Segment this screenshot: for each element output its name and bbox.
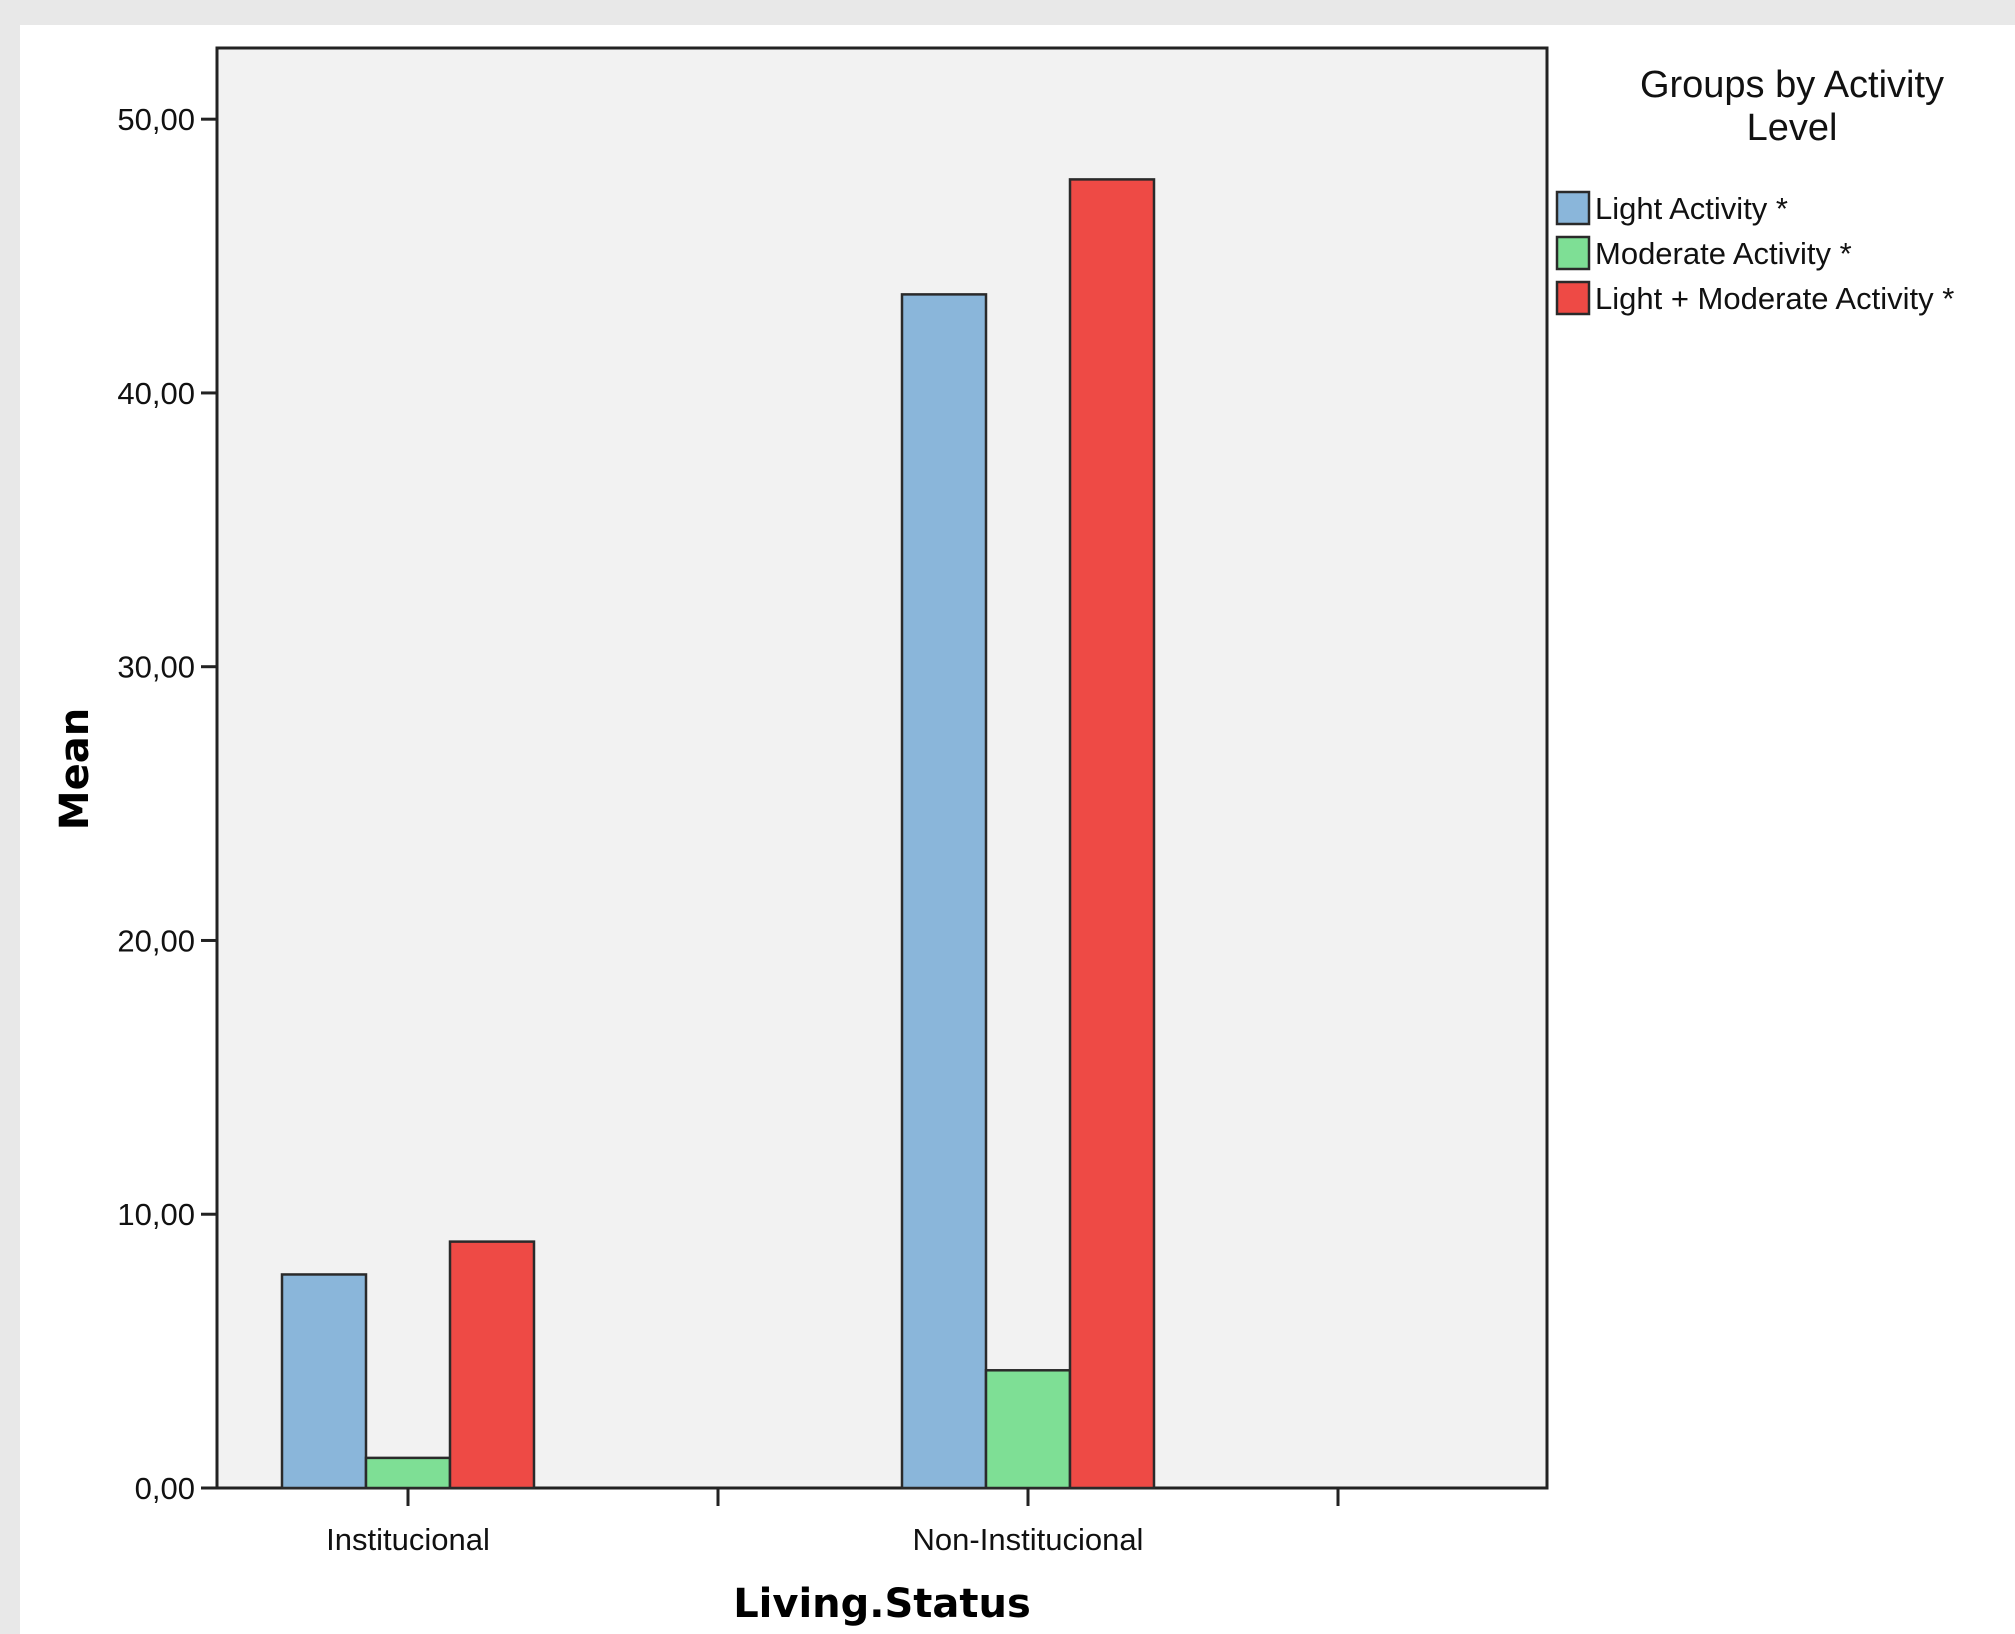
y-tick-label: 0,00 — [135, 1471, 195, 1506]
y-tick-label: 40,00 — [117, 376, 195, 411]
bars-group — [280, 178, 1156, 1490]
legend-swatch — [1555, 280, 1591, 316]
bar — [900, 293, 988, 1490]
y-tick-label: 30,00 — [117, 650, 195, 685]
bar-chart: 0,00 10,00 20,00 30,00 40,00 50,00 Institucio… — [52, 46, 1954, 1627]
bar — [984, 1369, 1072, 1490]
legend-swatch — [1555, 190, 1591, 226]
y-axis: 0,00 10,00 20,00 30,00 40,00 50,00 — [117, 102, 217, 1506]
x-tick-label: Institucional — [326, 1522, 490, 1557]
chart-viewer: 0,00 10,00 20,00 30,00 40,00 50,00 Institucio… — [20, 25, 2015, 1634]
bar — [448, 1240, 536, 1490]
bar — [1068, 178, 1156, 1490]
legend-items: Light Activity * Moderate Activity * Light… — [1555, 190, 1954, 316]
legend-title-line-2: Level — [1747, 107, 1838, 149]
x-axis: Institucional Non-Institucional — [326, 1488, 1340, 1557]
x-tick-label: Non-Institucional — [913, 1522, 1144, 1557]
legend-label: Light Activity * — [1595, 191, 1788, 226]
bar — [364, 1456, 452, 1490]
y-tick-label: 50,00 — [117, 102, 195, 137]
y-tick-label: 20,00 — [117, 923, 195, 958]
legend-label: Moderate Activity * — [1595, 236, 1852, 271]
legend-swatch — [1555, 235, 1591, 271]
legend-label: Light + Moderate Activity * — [1595, 281, 1954, 316]
legend: Groups by Activity Level Light Activity … — [1555, 64, 1954, 316]
plot-area — [215, 46, 1549, 1490]
bar — [280, 1273, 368, 1490]
legend-title-line-1: Groups by Activity — [1640, 64, 1944, 106]
y-axis-title: Mean — [52, 708, 98, 830]
x-axis-title: Living.Status — [733, 1581, 1031, 1627]
y-tick-label: 10,00 — [117, 1197, 195, 1232]
